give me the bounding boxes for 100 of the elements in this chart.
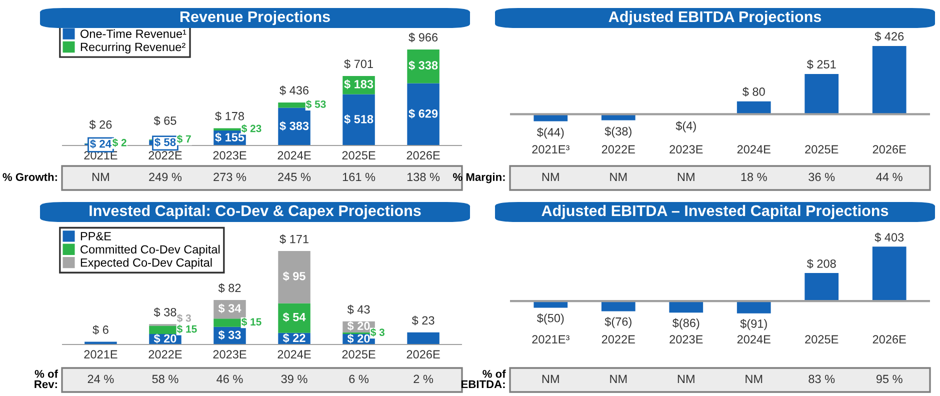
data-label: $ 251 [806,60,836,70]
data-label: $ 2 [112,138,126,147]
text: NM [610,374,627,384]
x-tick-label: 2022E [148,151,182,160]
text: 18 % [741,172,767,182]
data-label: $ 53 [306,100,326,109]
text: NM [542,172,559,182]
data-label: $ 155 [215,132,244,142]
text: NM [92,172,109,182]
x-tick-label: 2024E [278,151,311,160]
text: 2 % [414,374,434,384]
data-label: $ 7 [176,134,191,144]
data-label: $(4) [676,121,696,132]
x-tick-label: 2021E³ [532,335,570,344]
x-tick-label: 2024E [737,145,770,154]
data-label: $ 54 [282,312,306,322]
x-tick-label: 2022E [148,350,182,359]
chart-title: Adjusted EBITDA Projections [608,10,822,26]
data-label: $(44) [536,128,564,139]
data-label: $(91) [740,318,767,330]
text: 245 % [278,172,311,182]
total-label: $ 23 [412,316,434,326]
data-label: $ 33 [218,330,241,340]
total-label: $ 6 [92,325,108,335]
text: 39 % [281,374,308,384]
x-tick-label: 2025E [805,335,838,344]
text: % of EBITDA: [461,370,506,388]
legend-label: Recurring Revenue² [80,42,186,54]
x-tick-label: 2023E [670,335,703,344]
data-label: $ 338 [408,60,438,70]
total-label: $ 26 [89,120,112,130]
text: 95 % [876,374,902,384]
text: 58 % [152,374,178,384]
text: % Growth: [2,172,57,181]
data-label: $(38) [604,126,632,138]
data-label: $(86) [672,318,700,330]
text: NM [678,374,694,384]
data-label: $ 3 [176,314,191,322]
x-tick-label: 2021E [84,350,118,359]
x-tick-label: 2023E [213,151,246,160]
text: 46 % [216,374,243,384]
legend-label: Committed Co-Dev Capital [80,244,220,256]
data-label: $ 518 [344,114,374,124]
total-label: $ 436 [280,86,309,96]
x-tick-label: 2026E [406,350,440,359]
data-label: $(76) [604,316,632,328]
text: NM [542,374,559,384]
legend-label: PP&E [80,232,111,240]
x-tick-label: 2023E [213,350,246,359]
x-tick-label: 2021E³ [532,145,570,154]
x-tick-label: 2022E [602,145,635,154]
data-label: $ 629 [408,108,438,119]
total-label: $ 43 [347,304,370,314]
text: 83 % [808,374,835,384]
chart-title: Invested Capital: Co-Dev & Capex Projections [90,204,421,220]
data-label: $ 383 [280,121,309,131]
data-label: $ 20 [347,334,370,344]
data-label: $ 22 [282,333,306,343]
text: % of Rev: [34,370,58,388]
x-tick-label: 2026E [872,335,906,344]
legend-label: Expected Co-Dev Capital [80,258,212,270]
data-label: $ 3 [370,328,384,337]
x-tick-label: 2026E [872,145,906,154]
legend-label: One-Time Revenue¹ [80,29,186,38]
data-label: $ 403 [874,232,904,242]
text: 273 % [214,172,246,182]
data-label: $ 80 [742,87,765,97]
total-label: $ 966 [408,32,438,42]
text: % Margin: [452,172,505,184]
data-label: $ 426 [874,32,904,42]
data-label: $ 15 [176,324,197,334]
x-tick-label: 2025E [805,145,838,154]
text: 161 % [342,172,376,182]
x-tick-label: 2024E [737,335,770,344]
data-label: $ 34 [218,304,242,314]
data-label: $ 15 [241,318,262,326]
chart-title: Revenue Projections [180,10,330,26]
total-label: $ 701 [344,59,373,69]
text: 6 % [349,374,369,384]
text: 36 % [808,172,835,182]
text: 138 % [407,172,440,182]
x-tick-label: 2025E [342,350,376,359]
total-label: $ 178 [215,111,244,121]
total-label: $ 82 [218,283,241,293]
total-label: $ 65 [154,116,176,126]
total-label: $ 171 [280,234,308,244]
text: 24 % [88,374,114,384]
text: NM [610,172,627,182]
data-label: $ 95 [282,271,306,282]
data-label: $ 23 [241,124,262,133]
text: 249 % [149,172,182,182]
x-tick-label: 2024E [278,350,311,359]
data-label: $ 183 [344,79,374,90]
x-tick-label: 2023E [670,145,703,154]
chart-title: Adjusted EBITDA – Invested Capital Projections [542,204,888,220]
data-label: $(50) [536,313,564,325]
total-label: $ 38 [154,307,176,318]
text: NM [678,172,694,182]
text: 44 % [876,172,902,182]
x-tick-label: 2025E [342,151,376,160]
